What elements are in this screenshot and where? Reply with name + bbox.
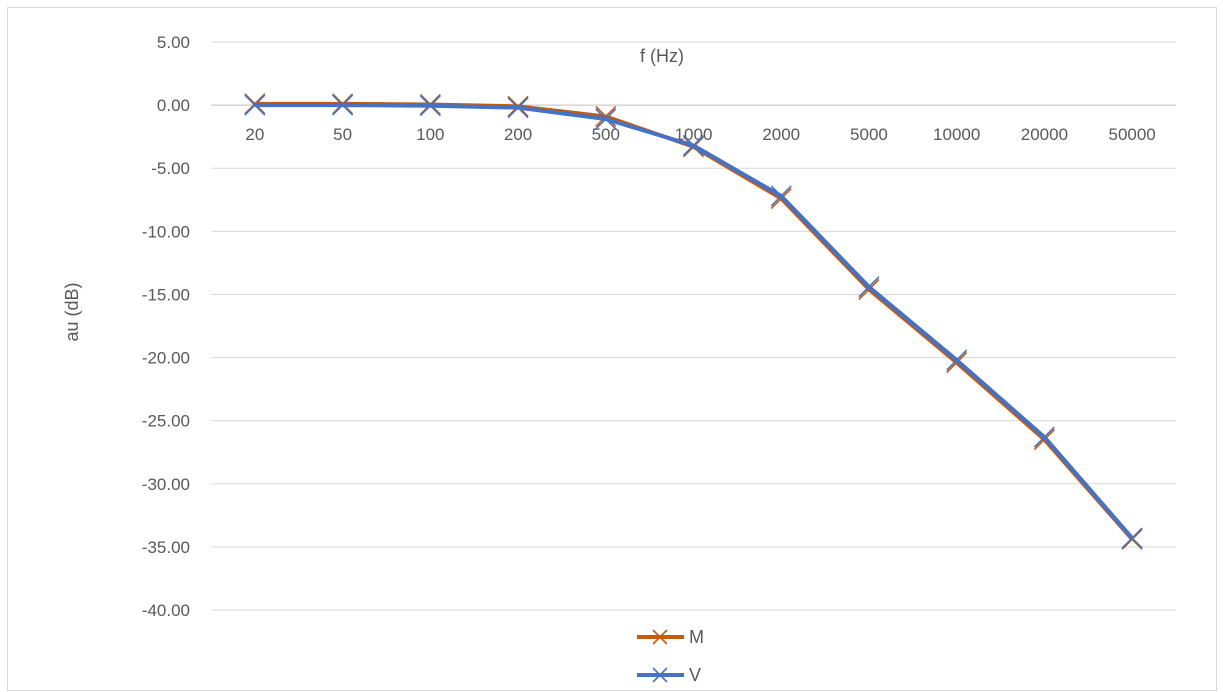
- legend-item: V: [637, 665, 701, 685]
- y-axis-title: au (dB): [62, 282, 82, 341]
- x-tick-label: 200: [504, 125, 532, 144]
- series-M: [244, 93, 1143, 550]
- data-point-marker: [770, 185, 792, 207]
- y-axis-ticks: 5.00 0.00 -5.00 -10.00 -15.00 -20.00 -25.00 -30…: [142, 33, 190, 620]
- data-point-marker: [244, 94, 266, 116]
- data-point-marker: [595, 108, 617, 130]
- x-axis-title: f (Hz): [640, 46, 684, 66]
- data-point-marker: [682, 134, 705, 157]
- data-point-marker: [419, 95, 441, 117]
- x-tick-label: 100: [416, 125, 444, 144]
- x-tick-label: 2000: [762, 125, 800, 144]
- x-tick-label: 20000: [1021, 125, 1068, 144]
- series-line: [254, 103, 1134, 540]
- y-tick-label: -5.00: [151, 159, 190, 178]
- series-line: [254, 101, 1134, 541]
- legend-label: V: [689, 665, 701, 685]
- y-tick-label: -25.00: [142, 412, 190, 431]
- y-tick-label: -30.00: [142, 475, 190, 494]
- data-point-marker: [946, 349, 968, 371]
- legend-label: M: [689, 627, 704, 647]
- data-point-marker: [595, 105, 617, 128]
- x-tick-label: 5000: [850, 125, 888, 144]
- y-tick-label: -40.00: [142, 601, 190, 620]
- x-tick-label: 10000: [933, 125, 980, 144]
- x-tick-label: 20: [245, 125, 264, 144]
- y-tick-label: 5.00: [157, 33, 190, 52]
- series-lines: [244, 93, 1143, 550]
- x-tick-label: 500: [592, 125, 620, 144]
- x-tick-label: 50000: [1108, 125, 1155, 144]
- legend: MV: [637, 627, 704, 685]
- x-axis-ticks: 20 50 100 200 500 1000 2000 5000 10000 20000 50000: [245, 125, 1155, 144]
- series-V: [244, 94, 1143, 549]
- y-tick-label: -10.00: [142, 222, 190, 241]
- legend-item: M: [637, 627, 704, 647]
- y-tick-label: 0.00: [157, 96, 190, 115]
- data-point-marker: [332, 94, 354, 116]
- x-tick-label: 50: [333, 125, 352, 144]
- data-point-marker: [507, 97, 529, 119]
- data-point-marker: [1033, 426, 1055, 448]
- x-tick-label: 1000: [675, 125, 713, 144]
- y-tick-label: -15.00: [142, 285, 190, 304]
- y-tick-label: -20.00: [142, 349, 190, 368]
- y-tick-label: -35.00: [142, 538, 190, 557]
- data-point-marker: [858, 276, 880, 298]
- data-point-marker: [1121, 527, 1143, 549]
